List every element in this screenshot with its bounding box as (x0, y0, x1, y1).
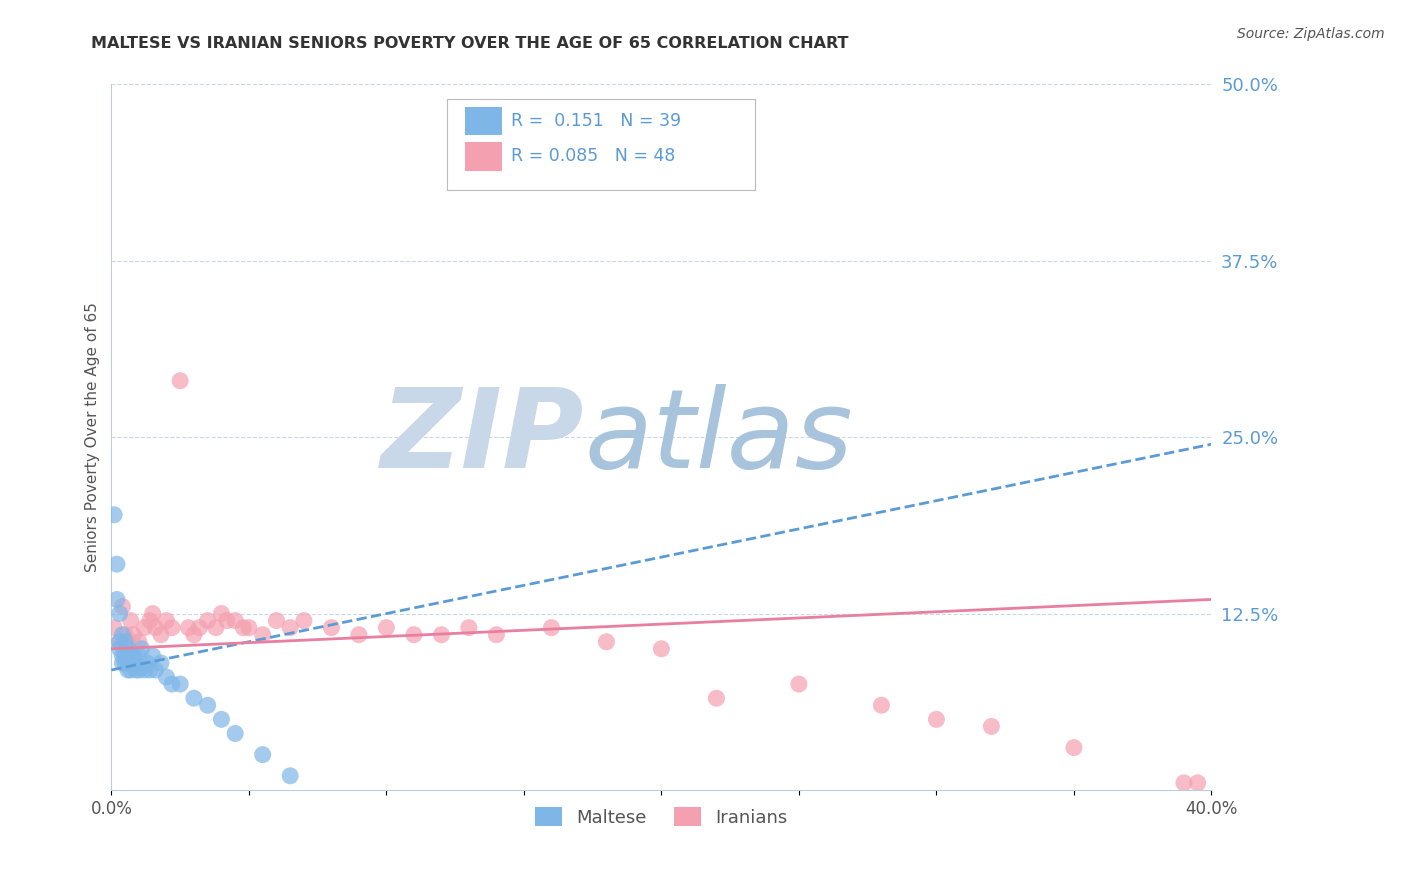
Point (122, 656, 145, 670)
Point (117, 663, 139, 677)
Point (134, 621, 156, 635)
Point (105, 557, 128, 571)
Point (111, 648, 134, 663)
Point (980, 719, 1002, 733)
Point (125, 656, 148, 670)
Point (120, 663, 142, 677)
Text: atlas: atlas (585, 384, 853, 491)
Point (114, 648, 136, 663)
Point (1173, 776, 1195, 790)
Point (149, 628, 172, 642)
Point (485, 628, 508, 642)
Point (870, 698, 893, 713)
Point (209, 607, 232, 621)
Point (128, 648, 150, 663)
Point (224, 614, 246, 628)
Point (134, 663, 156, 677)
Point (540, 621, 562, 635)
Point (197, 698, 219, 713)
Text: ZIP: ZIP (381, 384, 585, 491)
Point (252, 628, 274, 642)
Point (103, 508, 125, 522)
Point (120, 648, 142, 663)
Point (238, 621, 260, 635)
Point (209, 712, 232, 726)
Point (787, 677, 810, 691)
Point (111, 628, 134, 642)
Point (114, 628, 136, 642)
Point (160, 621, 183, 635)
Point (321, 621, 343, 635)
Point (215, 614, 238, 628)
Point (402, 628, 425, 642)
Point (108, 607, 131, 621)
Text: R =  0.151   N = 39: R = 0.151 N = 39 (510, 112, 681, 130)
Point (136, 656, 159, 670)
Point (122, 648, 145, 663)
Point (114, 634, 136, 648)
Point (142, 607, 165, 621)
Point (125, 663, 148, 677)
Point (188, 621, 211, 635)
Point (114, 656, 136, 670)
Point (117, 656, 139, 670)
Text: R = 0.085   N = 48: R = 0.085 N = 48 (510, 147, 675, 165)
Point (292, 614, 315, 628)
Point (105, 592, 128, 607)
Y-axis label: Seniors Poverty Over the Age of 65: Seniors Poverty Over the Age of 65 (86, 302, 100, 572)
Point (142, 648, 165, 663)
Point (160, 677, 183, 691)
Point (111, 656, 134, 670)
Point (347, 628, 370, 642)
Point (595, 634, 617, 648)
FancyBboxPatch shape (464, 107, 502, 136)
Point (430, 628, 453, 642)
Point (145, 663, 167, 677)
Point (108, 634, 131, 648)
Point (128, 663, 150, 677)
Point (1063, 740, 1085, 755)
Point (169, 374, 191, 388)
FancyBboxPatch shape (447, 98, 755, 190)
Point (650, 641, 672, 656)
Point (278, 769, 301, 783)
Point (128, 634, 150, 648)
Point (103, 621, 125, 635)
Point (177, 621, 200, 635)
Point (925, 712, 948, 726)
Point (278, 621, 301, 635)
Point (375, 621, 398, 635)
Point (183, 628, 205, 642)
Point (108, 641, 131, 656)
Point (252, 747, 274, 762)
Point (458, 621, 481, 635)
FancyBboxPatch shape (464, 143, 502, 170)
Point (155, 670, 177, 684)
Point (111, 599, 134, 614)
Point (706, 691, 728, 706)
Point (197, 614, 219, 628)
Legend: Maltese, Iranians: Maltese, Iranians (527, 800, 794, 834)
Point (169, 677, 191, 691)
Text: Source: ZipAtlas.com: Source: ZipAtlas.com (1237, 27, 1385, 41)
Point (108, 634, 131, 648)
Point (266, 614, 288, 628)
Point (139, 614, 162, 628)
Point (232, 621, 254, 635)
Point (183, 691, 205, 706)
Point (120, 614, 142, 628)
Point (155, 614, 177, 628)
Point (145, 621, 167, 635)
Point (117, 634, 139, 648)
Point (131, 641, 153, 656)
Point (1187, 776, 1209, 790)
Point (149, 656, 172, 670)
Point (224, 726, 246, 740)
Point (122, 628, 145, 642)
Text: MALTESE VS IRANIAN SENIORS POVERTY OVER THE AGE OF 65 CORRELATION CHART: MALTESE VS IRANIAN SENIORS POVERTY OVER … (91, 36, 849, 51)
Point (117, 641, 139, 656)
Point (205, 621, 228, 635)
Point (139, 663, 162, 677)
